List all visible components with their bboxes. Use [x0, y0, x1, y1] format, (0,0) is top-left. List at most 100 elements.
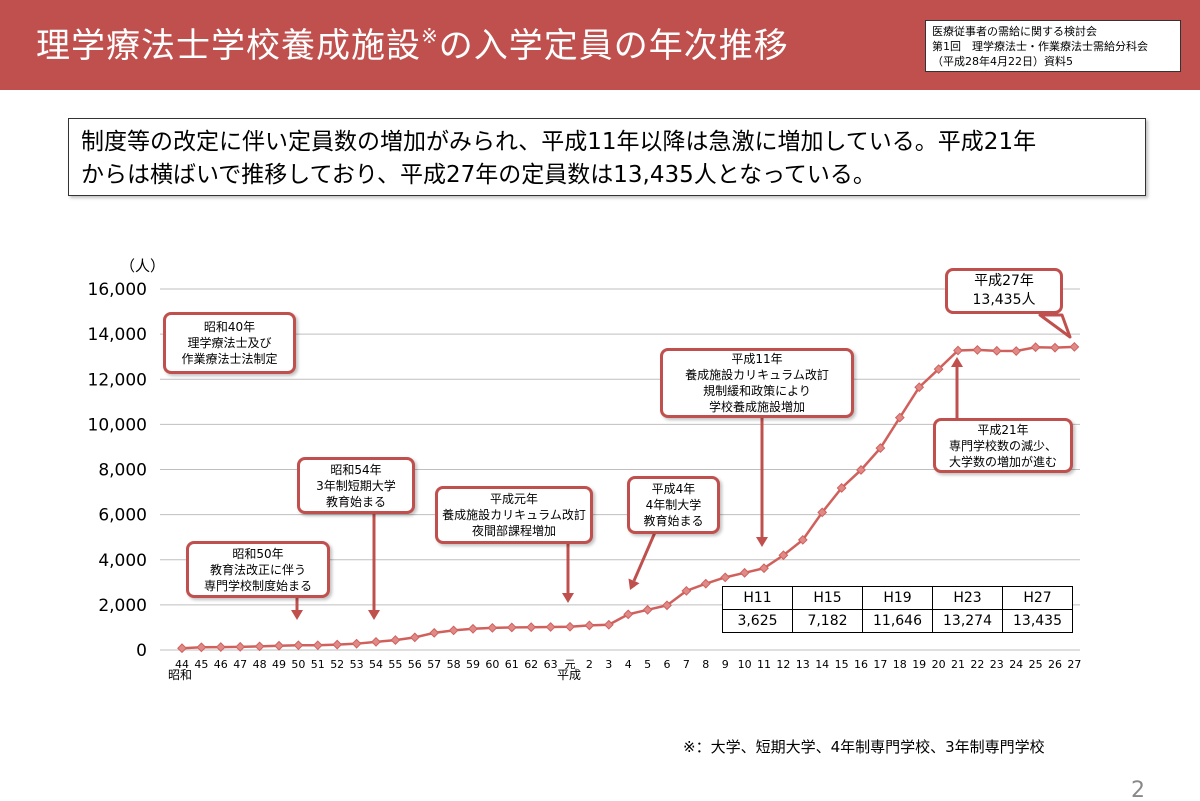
data-point: [177, 643, 187, 654]
data-point: [293, 640, 304, 651]
x-tick-label: 8: [702, 658, 709, 671]
callout-s50: 昭和50年 教育法改正に伴う 専門学校制度始まる: [186, 541, 330, 598]
x-tick-label: 60: [485, 658, 499, 671]
callout-text: 13,435人: [972, 292, 1036, 308]
callout-h11: 平成11年 養成施設カリキュラム改訂 規制緩和政策により 学校養成施設増加: [660, 348, 854, 418]
title-bar: 理学療法士学校養成施設※の入学定員の年次推移 医療従事者の需給に関する検討会 第…: [0, 0, 1200, 90]
callout-arrow-h1: [562, 544, 574, 603]
x-tick-label: 12: [776, 658, 790, 671]
callout-text: 夜間部課程増加: [471, 524, 556, 538]
data-point: [487, 622, 498, 633]
data-point: [797, 534, 808, 545]
table-header-cell: H19: [862, 586, 933, 610]
era-label-showa: 昭和: [168, 668, 192, 682]
x-tick-label: 56: [408, 658, 422, 671]
data-point: [642, 604, 653, 615]
data-point: [991, 345, 1002, 356]
callout-text: 教育始まる: [643, 514, 704, 528]
callout-text: 平成4年: [651, 482, 696, 496]
data-point: [312, 640, 323, 651]
data-point: [700, 578, 711, 589]
callout-text: 専門学校制度始まる: [203, 578, 312, 593]
data-point: [623, 609, 634, 620]
data-point: [254, 641, 265, 652]
x-tick-label: 16: [854, 658, 868, 671]
data-point: [545, 622, 556, 632]
callout-text: 専門学校数の減少、: [948, 438, 1057, 453]
table-cell: 11,646: [862, 609, 933, 633]
table-header-cell: H15: [792, 586, 863, 610]
data-point: [215, 642, 226, 652]
x-tick-label: 14: [815, 658, 829, 671]
x-tick-label: 4: [625, 658, 632, 671]
x-tick-label: 24: [1009, 658, 1023, 671]
era-label-heisei: 平成: [557, 668, 581, 682]
callout-text: 規制緩和政策により: [703, 384, 811, 398]
data-point: [856, 465, 866, 475]
summary-box: 制度等の改定に伴い定員数の増加がみられ、平成11年以降は急激に増加している。平成…: [68, 118, 1146, 196]
source-note: 医療従事者の需給に関する検討会 第1回 理学療法士・作業療法士需給分科会 （平成…: [925, 20, 1181, 72]
x-tick-label: 2: [586, 658, 593, 671]
x-tick-label: 47: [233, 658, 247, 671]
callout-arrow-h21: [951, 357, 963, 418]
x-tick-label: 6: [664, 658, 671, 671]
callout-h27: 平成27年 13,435人: [945, 268, 1063, 314]
data-point: [953, 345, 963, 356]
callout-text: 平成元年: [489, 492, 538, 506]
x-tick-label: 7: [683, 658, 690, 671]
callout-text: 養成施設カリキュラム改訂: [442, 508, 586, 522]
footnote: ※：大学、短期大学、4年制専門学校、3年制専門学校: [683, 738, 1045, 756]
callout-text: 平成21年: [977, 422, 1029, 437]
x-tick-label: 5: [644, 658, 651, 671]
data-point: [1050, 342, 1060, 353]
bubble-tail: [1038, 313, 1072, 339]
data-point: [448, 625, 459, 636]
y-tick-label: 2,000: [98, 596, 147, 616]
page-title: 理学療法士学校養成施設※の入学定員の年次推移: [36, 24, 789, 66]
y-axis-unit: （人）: [120, 257, 165, 275]
x-tick-label: 50: [291, 658, 305, 671]
callout-text: 教育始まる: [325, 494, 386, 509]
x-tick-label: 11: [757, 658, 771, 671]
data-point: [817, 507, 828, 518]
x-tick-label: 45: [194, 658, 208, 671]
table-cell: 3,625: [722, 609, 793, 633]
x-tick-label: 22: [970, 658, 984, 671]
data-point: [875, 443, 886, 453]
data-point: [1011, 346, 1022, 356]
source-line: 医療従事者の需給に関する検討会: [932, 25, 1097, 38]
x-tick-label: 46: [214, 658, 228, 671]
callout-text: 昭和54年: [330, 462, 382, 477]
y-tick-label: 16,000: [88, 280, 147, 300]
x-tick-label: 48: [253, 658, 267, 671]
x-tick-label: 19: [912, 658, 926, 671]
data-point: [914, 382, 925, 393]
callout-arrow-s54: [368, 514, 380, 620]
x-tick-label: 21: [951, 658, 965, 671]
callout-arrow-h11: [756, 418, 768, 547]
y-tick-label: 0: [136, 641, 147, 661]
data-point: [274, 640, 284, 651]
data-point: [332, 639, 343, 650]
table-header-cell: H23: [932, 586, 1003, 610]
y-tick-label: 12,000: [88, 370, 147, 390]
table-row: 3,625 7,182 11,646 13,274 13,435: [722, 609, 1073, 633]
data-point: [720, 572, 731, 583]
data-point: [681, 585, 692, 596]
y-tick-label: 10,000: [88, 415, 147, 435]
data-point: [1069, 341, 1080, 352]
data-point: [468, 623, 478, 634]
x-tick-label: 54: [369, 658, 383, 671]
data-point: [351, 638, 362, 649]
y-tick-label: 8,000: [98, 461, 147, 481]
x-tick-label: 元: [565, 658, 576, 671]
x-tick-label: 49: [272, 658, 286, 671]
key-values-table: H11 H15 H19 H23 H27 3,625 7,182 11,646 1…: [722, 586, 1073, 633]
callout-text: 教育法改正に伴う: [209, 562, 306, 577]
callout-s54: 昭和54年 3年制短期大学 教育始まる: [297, 457, 415, 514]
callout-s40: 昭和40年 理学療法士及び 作業療法士法制定: [163, 312, 296, 374]
table-header-row: H11 H15 H19 H23 H27: [722, 586, 1073, 610]
callout-text: 学校養成施設増加: [708, 400, 805, 414]
callout-text: 大学数の増加が進む: [948, 454, 1057, 469]
data-point: [933, 364, 944, 375]
